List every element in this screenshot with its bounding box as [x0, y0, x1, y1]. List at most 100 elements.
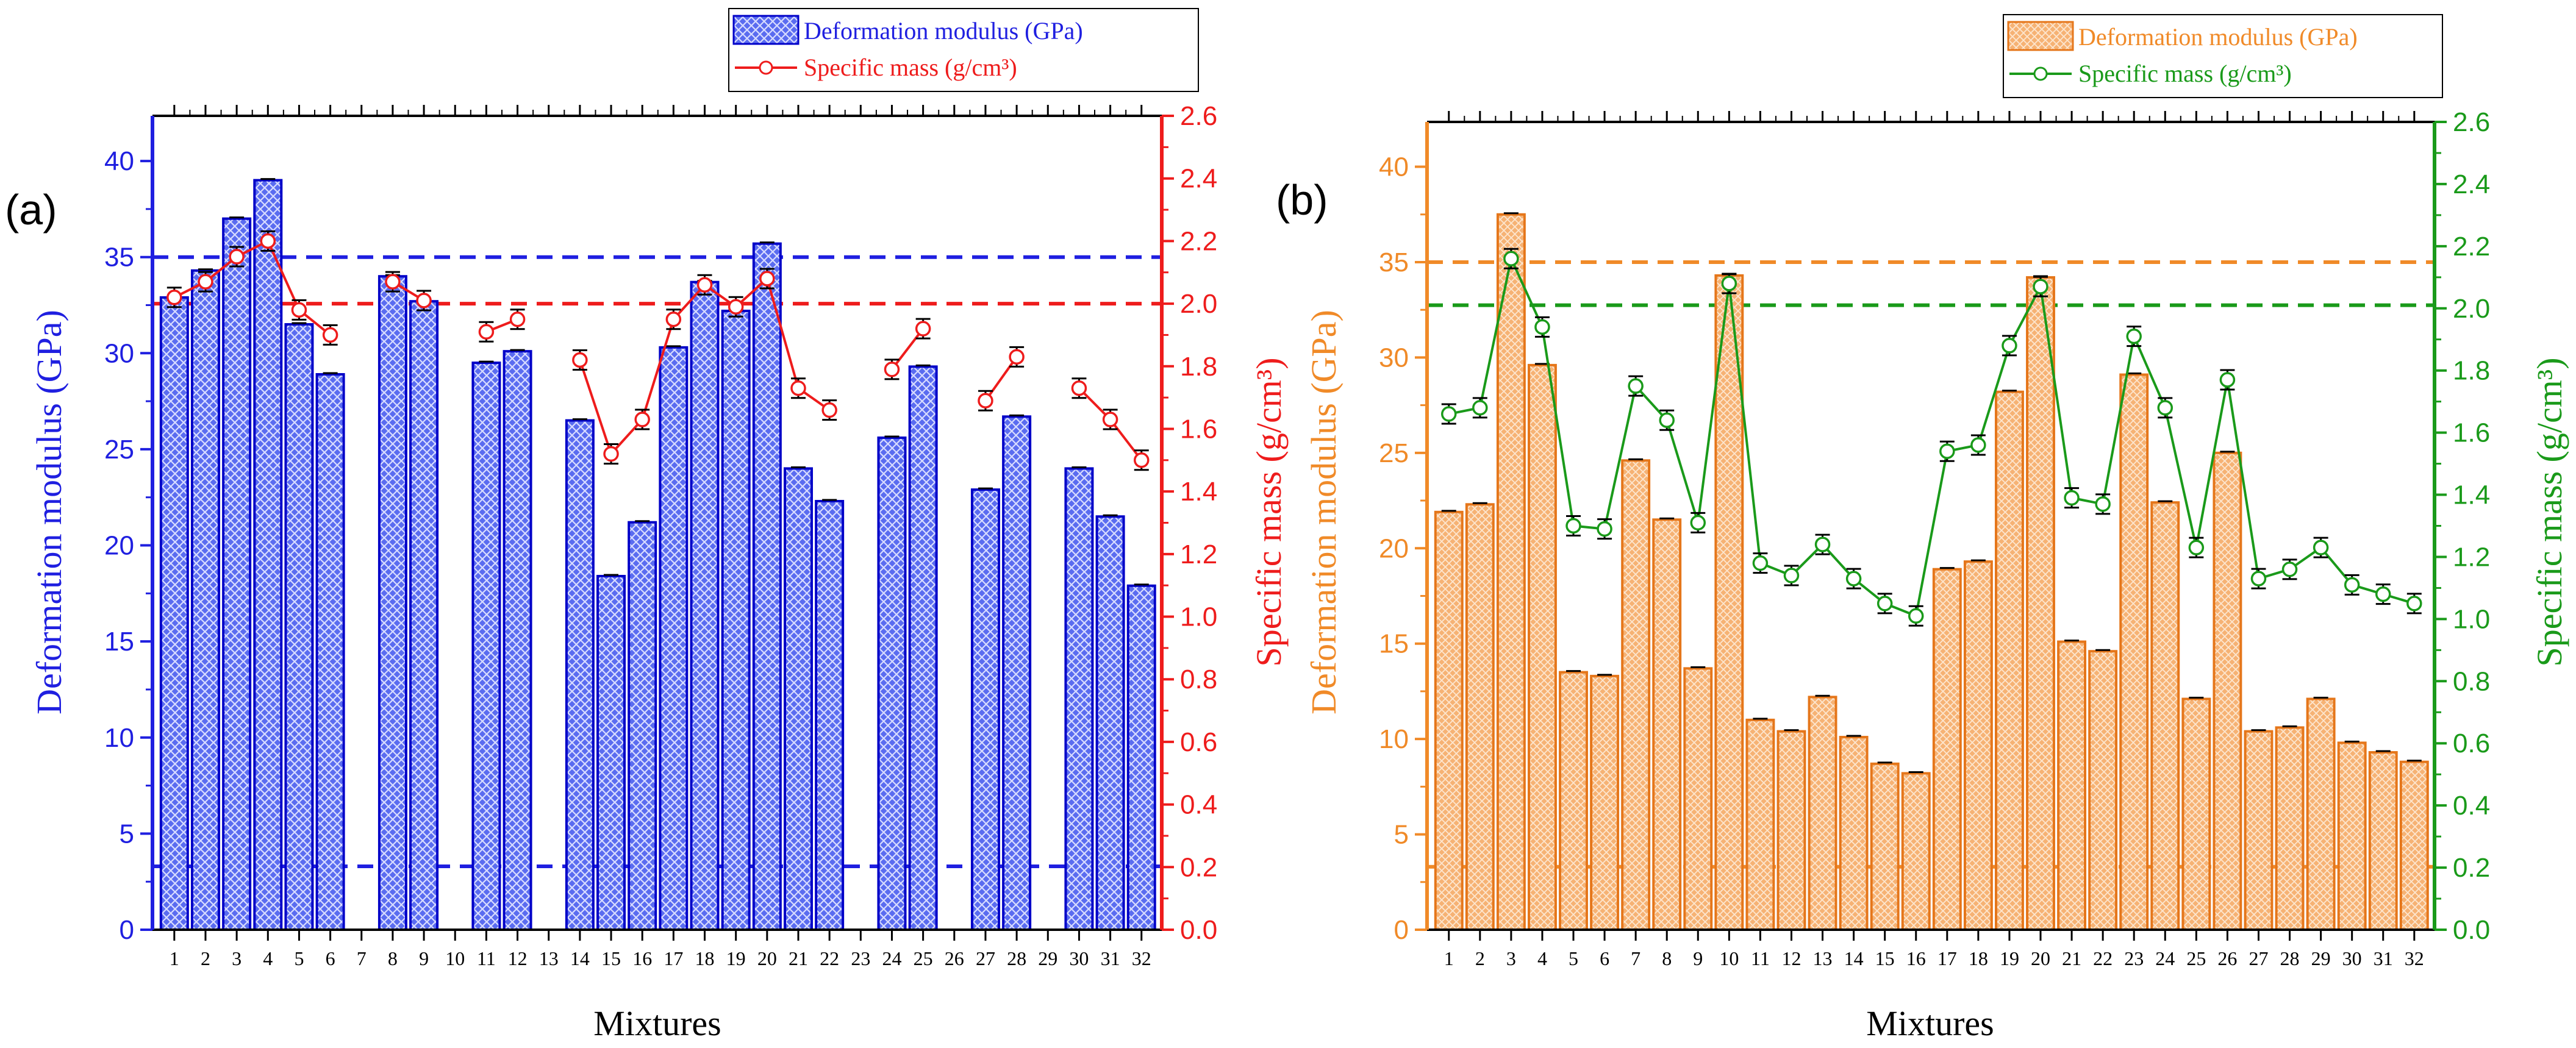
b-x-tick-label: 17 [1937, 947, 1957, 969]
a-x-tick-label: 31 [1101, 947, 1120, 969]
a-point [665, 312, 682, 327]
b-x-tick-label: 11 [1751, 947, 1770, 969]
a-xlabel: Mixtures [593, 1003, 721, 1043]
a-y2-tick-label: 2.0 [1180, 289, 1217, 319]
b-y-tick-label: 30 [1379, 343, 1409, 373]
b-y2-tick-label: 1.6 [2453, 418, 2490, 448]
a-point [915, 321, 931, 337]
b-legend-box [2003, 14, 2443, 98]
b-bar [1527, 363, 1557, 931]
a-x-tick-label: 5 [294, 947, 304, 969]
a-bar [908, 365, 938, 931]
b-x-tick-label: 5 [1569, 947, 1578, 969]
b-point [1565, 518, 1581, 534]
a-x-tick-label: 23 [851, 947, 870, 969]
b-bar [1496, 213, 1526, 931]
b-bar [2026, 276, 2055, 932]
b-bar [1434, 510, 1464, 931]
a-bar [315, 373, 345, 931]
b-point [2375, 586, 2391, 602]
a-y2-tick-label: 0.6 [1180, 727, 1217, 757]
b-point [2344, 577, 2360, 593]
a-point [1102, 412, 1118, 427]
b-x-tick-label: 25 [2186, 947, 2206, 969]
b-y2-tick-label: 0.4 [2453, 791, 2490, 821]
a-y2-tick-label: 1.0 [1180, 602, 1217, 632]
a-x-tick-label: 3 [232, 947, 242, 969]
b-bar [1652, 518, 1682, 931]
b-x-tick-label: 26 [2217, 947, 2237, 969]
a-point [978, 393, 993, 408]
b-bar [1465, 503, 1495, 931]
b-point [1877, 596, 1893, 611]
b-x-tick-label: 14 [1844, 947, 1864, 969]
b-y-tick-label: 0 [1394, 915, 1409, 945]
a-x-tick-label: 29 [1038, 947, 1057, 969]
a-y-tick-label: 5 [120, 819, 134, 849]
b-point [2188, 540, 2205, 555]
b-ylabel: Deformation modulus (GPa) [1304, 310, 1343, 715]
a-legend-bar-label: Deformation modulus (GPa) [804, 17, 1083, 45]
b-point [2250, 571, 2267, 586]
a-x-tick-label: 32 [1132, 947, 1151, 969]
a-bar [565, 419, 595, 931]
a-point [385, 274, 401, 290]
b-y2-tick-label: 1.0 [2453, 604, 2490, 634]
a-point [166, 290, 182, 305]
a-x-tick-label: 24 [882, 947, 901, 969]
b-bar [2119, 373, 2149, 931]
a-x-tick-label: 15 [601, 947, 621, 969]
b-bar [2057, 640, 2087, 931]
a-bar [970, 488, 1000, 931]
a-x-tick-label: 17 [664, 947, 683, 969]
a-x-tick-label: 11 [477, 947, 496, 969]
a-x-tick-label: 7 [357, 947, 367, 969]
a-x-tick-label: 22 [820, 947, 839, 969]
a-y-tick-label: 35 [104, 243, 134, 273]
a-point [884, 362, 900, 377]
b-point [2002, 338, 2017, 354]
a-y-tick-label: 15 [104, 627, 134, 657]
b-xlabel: Mixtures [1866, 1003, 1994, 1043]
b-y-tick-label: 15 [1379, 629, 1409, 659]
a-y-tick-label: 10 [104, 723, 134, 753]
b-point [1503, 251, 1519, 266]
b-point [2157, 400, 2174, 416]
b-y-tick-label: 25 [1379, 438, 1409, 468]
b-legend: Deformation modulus (GPa) Specific mass … [2003, 14, 2443, 98]
b-point [1752, 555, 1769, 571]
b-bar [1714, 274, 1744, 931]
b-y2-tick-label: 0.6 [2453, 729, 2490, 758]
a-x-tick-label: 20 [757, 947, 777, 969]
a-y-tick-label: 25 [104, 435, 134, 465]
a-y2-tick-label: 1.4 [1180, 477, 1217, 507]
b-x-tick-label: 8 [1662, 947, 1672, 969]
b-x-tick-label: 20 [2031, 947, 2050, 969]
a-x-tick-label: 1 [170, 947, 179, 969]
b-x-tick-label: 15 [1875, 947, 1895, 969]
a-line-segment [890, 327, 925, 371]
b-bars-group [1434, 212, 2429, 932]
b-y2-tick-label: 0.0 [2453, 915, 2490, 945]
a-point [759, 271, 775, 287]
a-legend: Deformation modulus (GPa) Specific mass … [728, 8, 1199, 92]
a-point [1009, 349, 1025, 365]
a-axes-group: 1 2 3 4 5 6 7 8 9 10 11 12 13 14 15 16 17 18 19 20 21 22 23 24 2… [104, 101, 1217, 969]
a-point [260, 233, 276, 249]
a-line-group [166, 230, 1150, 471]
a-bar [1002, 415, 1032, 931]
b-bar [2088, 650, 2118, 931]
b-point [1472, 400, 1488, 416]
b-x-tick-label: 2 [1475, 947, 1485, 969]
a-legend-box [728, 8, 1199, 92]
b-x-tick-label: 16 [1906, 947, 1926, 969]
b-x-tick-label: 27 [2249, 947, 2268, 969]
a-y2-tick-label: 0.8 [1180, 665, 1217, 694]
b-bar [1963, 560, 1993, 931]
a-bar [159, 296, 189, 931]
b-legend-bar-label: Deformation modulus (GPa) [2078, 23, 2358, 51]
b-point [1534, 319, 1550, 335]
b-x-tick-label: 23 [2124, 947, 2144, 969]
a-bar [783, 467, 813, 931]
